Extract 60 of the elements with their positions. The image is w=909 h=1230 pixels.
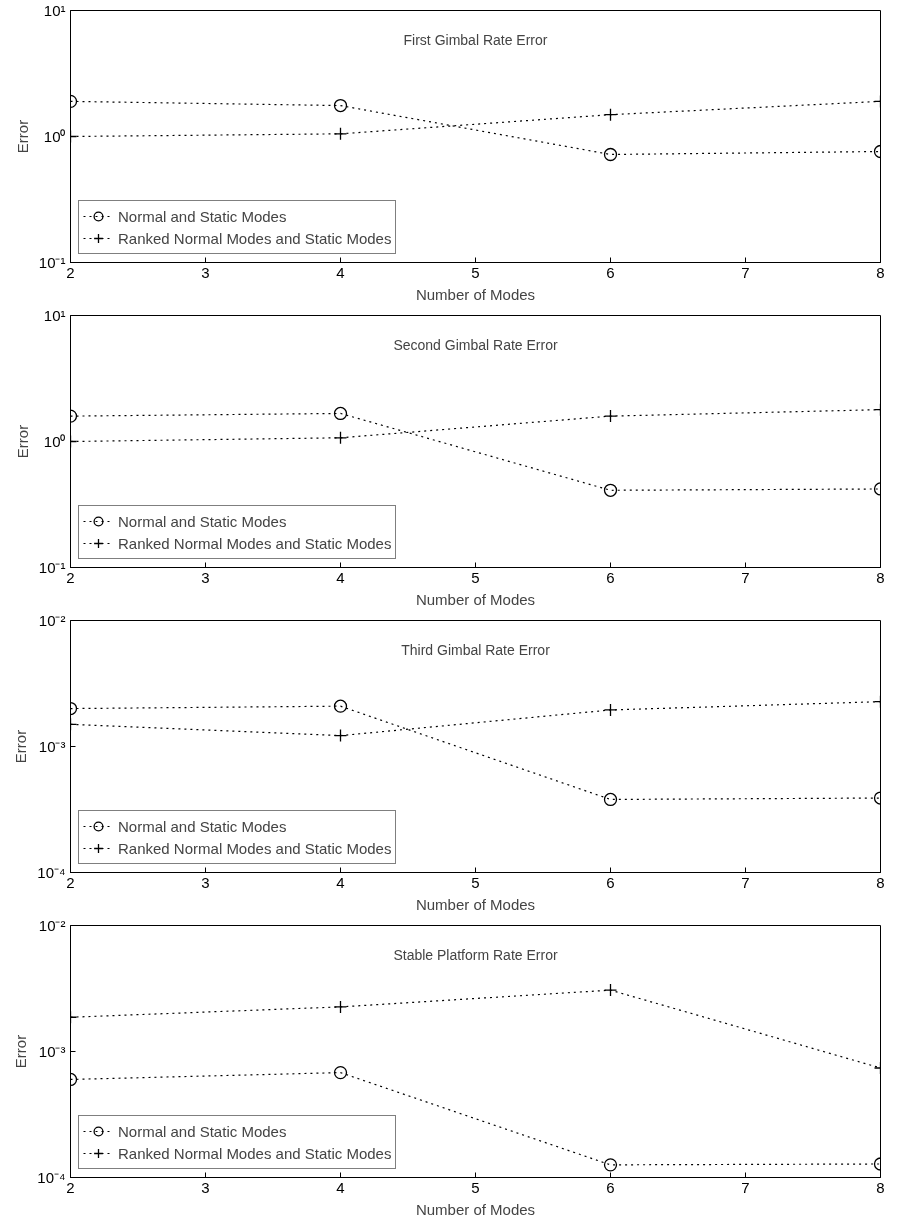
x-axis-title: Number of Modes bbox=[415, 1200, 536, 1218]
y-tick-label: 10⁻¹ bbox=[38, 559, 66, 576]
text: Third Gimbal Rate Error bbox=[401, 641, 551, 658]
x-tick-label: 3 bbox=[201, 1178, 210, 1196]
text: Second Gimbal Rate Error bbox=[393, 336, 558, 353]
x-tick-label: 8 bbox=[876, 873, 885, 891]
y-axis-title: Error bbox=[13, 424, 31, 459]
y-tick-label: 10⁻³ bbox=[38, 738, 66, 755]
x-tick-label: 3 bbox=[201, 873, 210, 891]
x-tick-label: 8 bbox=[876, 263, 885, 281]
legend-label: Ranked Normal Modes and Static Modes bbox=[118, 838, 392, 859]
y-axis-title: Error bbox=[12, 1034, 30, 1069]
x-tick-label: 8 bbox=[876, 568, 885, 586]
x-tick-label: 5 bbox=[471, 263, 480, 281]
y-tick-label: 10¹ bbox=[43, 2, 66, 19]
x-axis-title: Number of Modes bbox=[415, 895, 536, 913]
x-tick-label: 2 bbox=[66, 568, 75, 586]
x-axis-title: Number of Modes bbox=[415, 590, 536, 608]
x-axis-title: Number of Modes bbox=[415, 285, 536, 303]
x-tick-label: 5 bbox=[471, 1178, 480, 1196]
text: First Gimbal Rate Error bbox=[403, 31, 548, 48]
x-tick-label: 4 bbox=[336, 873, 345, 891]
x-tick-label: 2 bbox=[66, 873, 75, 891]
y-tick-label: 10⁻² bbox=[38, 612, 66, 629]
x-tick-label: 7 bbox=[741, 873, 750, 891]
x-tick-label: 6 bbox=[606, 263, 615, 281]
x-tick-label: 6 bbox=[606, 1178, 615, 1196]
y-tick-label: 10¹ bbox=[43, 307, 66, 324]
x-tick-label: 7 bbox=[741, 568, 750, 586]
y-axis-title: Error bbox=[12, 729, 30, 764]
x-tick-label: 4 bbox=[336, 568, 345, 586]
legend-label: Normal and Static Modes bbox=[118, 1121, 287, 1142]
x-tick-label: 3 bbox=[201, 263, 210, 281]
x-tick-label: 4 bbox=[336, 1178, 345, 1196]
y-tick-label: 10⁻¹ bbox=[38, 254, 66, 271]
x-tick-label: 2 bbox=[66, 1178, 75, 1196]
x-tick-label: 2 bbox=[66, 263, 75, 281]
y-tick-label: 10⁰ bbox=[43, 128, 66, 145]
legend-label: Ranked Normal Modes and Static Modes bbox=[118, 533, 392, 554]
y-tick-label: 10⁻⁴ bbox=[37, 864, 66, 881]
y-tick-label: 10⁻² bbox=[38, 917, 66, 934]
legend-label: Ranked Normal Modes and Static Modes bbox=[118, 1143, 392, 1164]
x-tick-label: 3 bbox=[201, 568, 210, 586]
x-tick-label: 4 bbox=[336, 263, 345, 281]
x-tick-label: 6 bbox=[606, 873, 615, 891]
legend-label: Normal and Static Modes bbox=[118, 511, 287, 532]
y-tick-label: 10⁻³ bbox=[38, 1043, 66, 1060]
y-tick-label: 10⁻⁴ bbox=[37, 1169, 66, 1186]
legend-label: Normal and Static Modes bbox=[118, 816, 287, 837]
x-tick-label: 5 bbox=[471, 568, 480, 586]
x-tick-label: 7 bbox=[741, 263, 750, 281]
legend-label: Normal and Static Modes bbox=[118, 206, 287, 227]
y-tick-label: 10⁰ bbox=[43, 433, 66, 450]
x-tick-label: 7 bbox=[741, 1178, 750, 1196]
text: Stable Platform Rate Error bbox=[393, 946, 558, 963]
x-tick-label: 8 bbox=[876, 1178, 885, 1196]
x-tick-label: 5 bbox=[471, 873, 480, 891]
y-axis-title: Error bbox=[13, 119, 31, 154]
x-tick-label: 6 bbox=[606, 568, 615, 586]
legend-label: Ranked Normal Modes and Static Modes bbox=[118, 228, 392, 249]
